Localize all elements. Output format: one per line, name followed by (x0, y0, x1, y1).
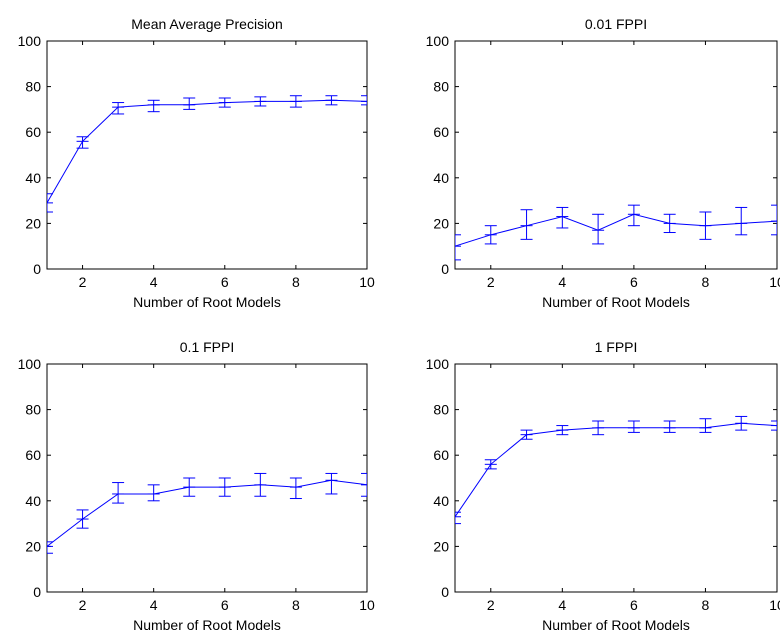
x-tick-label: 4 (558, 597, 566, 613)
x-tick-label: 2 (487, 597, 495, 613)
y-tick-label: 100 (426, 356, 450, 372)
y-tick-label: 20 (25, 538, 41, 554)
x-tick-label: 10 (359, 274, 375, 290)
y-tick-label: 100 (426, 33, 450, 49)
x-tick-label: 6 (630, 274, 638, 290)
x-tick-label: 6 (221, 274, 229, 290)
x-tick-label: 10 (769, 597, 780, 613)
x-axis-label: Number of Root Models (542, 294, 690, 310)
y-tick-label: 100 (18, 356, 42, 372)
y-tick-label: 20 (433, 538, 449, 554)
y-tick-label: 80 (25, 79, 41, 95)
series-line (455, 213, 777, 247)
x-tick-label: 8 (702, 597, 710, 613)
data-layer (47, 95, 367, 213)
x-tick-label: 10 (359, 597, 375, 613)
y-tick-label: 40 (433, 493, 449, 509)
axes-box (46, 363, 368, 593)
y-tick-label: 20 (25, 215, 41, 231)
data-layer (455, 204, 777, 261)
y-tick-label: 60 (25, 447, 41, 463)
y-tick-label: 80 (433, 402, 449, 418)
y-tick-label: 0 (33, 584, 41, 600)
chart-title: 0.01 FPPI (585, 16, 647, 32)
y-tick-label: 0 (441, 261, 449, 277)
y-tick-label: 20 (433, 215, 449, 231)
x-tick-label: 6 (221, 597, 229, 613)
axes-box (454, 40, 778, 270)
x-axis-label: Number of Root Models (133, 617, 281, 633)
x-tick-label: 2 (79, 274, 87, 290)
x-tick-label: 4 (558, 274, 566, 290)
y-tick-label: 60 (25, 124, 41, 140)
y-tick-label: 80 (433, 79, 449, 95)
axes-box (454, 363, 778, 593)
y-tick-label: 60 (433, 124, 449, 140)
y-tick-label: 60 (433, 447, 449, 463)
y-tick-label: 80 (25, 402, 41, 418)
series-line (47, 479, 367, 547)
series-line (455, 422, 777, 518)
x-tick-label: 4 (150, 274, 158, 290)
y-tick-label: 40 (25, 493, 41, 509)
data-layer (47, 472, 367, 554)
x-tick-label: 10 (769, 274, 780, 290)
x-tick-label: 8 (292, 274, 300, 290)
x-tick-label: 2 (487, 274, 495, 290)
chart-title: 1 FPPI (595, 339, 638, 355)
x-tick-label: 4 (150, 597, 158, 613)
x-axis-label: Number of Root Models (133, 294, 281, 310)
x-tick-label: 8 (292, 597, 300, 613)
chart-title: 0.1 FPPI (180, 339, 234, 355)
y-tick-label: 40 (25, 170, 41, 186)
y-tick-label: 0 (33, 261, 41, 277)
x-axis-label: Number of Root Models (542, 617, 690, 633)
x-tick-label: 8 (702, 274, 710, 290)
y-tick-label: 100 (18, 33, 42, 49)
x-tick-label: 2 (79, 597, 87, 613)
data-layer (455, 415, 777, 525)
axes-box (46, 40, 368, 270)
y-tick-label: 40 (433, 170, 449, 186)
y-tick-label: 0 (441, 584, 449, 600)
series-line (47, 99, 367, 204)
chart-title: Mean Average Precision (131, 16, 283, 32)
x-tick-label: 6 (630, 597, 638, 613)
